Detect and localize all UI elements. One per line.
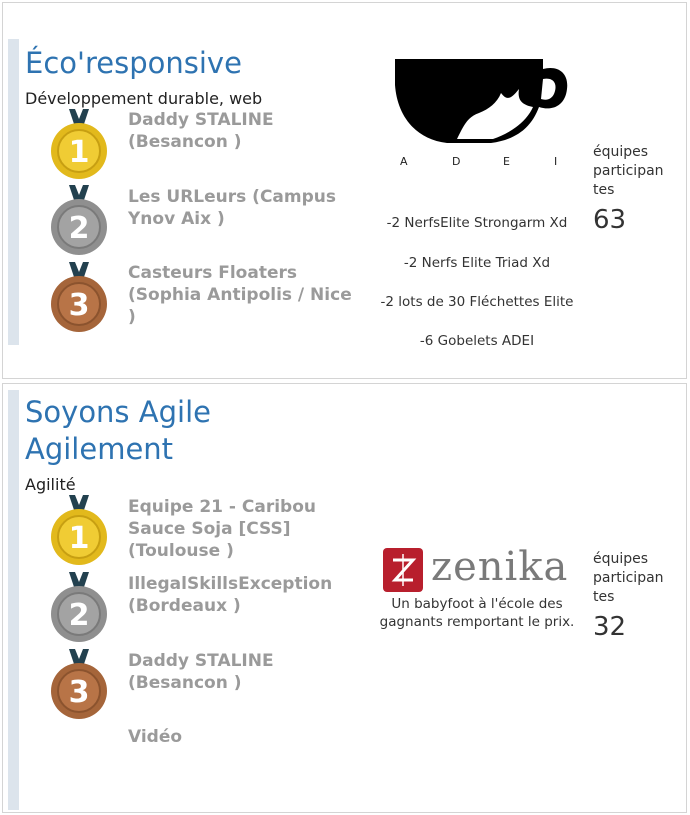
winner-team-2[interactable]: IllegalSkillsException (Bordeaux ) [128,574,333,616]
medal-rank: 2 [69,211,90,246]
bronze-medal-icon: 3 [51,649,107,719]
winner-team-1[interactable]: Daddy STALINE (Besancon ) [128,110,274,152]
accent-bar [8,390,19,810]
adei-logo [395,59,568,143]
gold-medal-icon: 1 [51,109,107,179]
winner-team-3[interactable]: Casteurs Floaters (Sophia Antipolis / Ni… [128,263,352,327]
adei-letter: D [452,155,461,168]
challenge-category: Développement durable, web [25,89,263,108]
winner-team-1[interactable]: Equipe 21 - Caribou Sauce Soja [CSS] (To… [128,497,316,561]
silver-medal-icon: 2 [51,185,107,255]
medal-rank: 3 [69,675,90,710]
teams-label: équipes participan tes [593,144,664,198]
prize-item: -6 Gobelets ADEI [419,333,535,349]
winner-team-3[interactable]: Daddy STALINE (Besancon ) [128,651,274,693]
zenika-wordmark: zenika [431,544,569,590]
prize-item: -2 NerfsElite Strongarm Xd [386,215,568,231]
adei-letter: A [400,155,408,168]
winner-team-2[interactable]: Les URLeurs (Campus Ynov Aix ) [128,187,337,229]
prize-text: Un babyfoot à l'école des gagnants rempo… [379,596,575,630]
prize-item: -2 lots de 30 Fléchettes Elite [380,294,574,310]
adei-letter: I [554,155,558,168]
medal-rank: 2 [69,598,90,633]
adei-letter: E [503,155,510,168]
zenika-logo-icon [383,548,423,592]
teams-label: équipes participan tes [593,551,664,605]
gold-medal-icon: 1 [51,495,107,565]
bronze-medal-icon: 3 [51,262,107,332]
silver-medal-icon: 2 [51,572,107,642]
challenge-title: Soyons Agile Agilement [25,395,211,466]
teams-count: 63 [593,205,627,235]
challenge-category: Agilité [25,475,76,494]
medal-rank: 3 [69,288,90,323]
challenge-card-eco-responsive: Éco'responsive Développement durable, we… [2,2,687,379]
video-link[interactable]: Vidéo [128,727,183,747]
challenge-card-agile: Soyons Agile Agilement Agilité 1 Equipe … [2,383,687,813]
challenge-title: Éco'responsive [25,46,242,80]
accent-bar [8,39,19,345]
medal-rank: 1 [69,521,90,556]
medal-rank: 1 [69,135,90,170]
teams-count: 32 [593,612,627,642]
prize-item: -2 Nerfs Elite Triad Xd [403,255,551,271]
